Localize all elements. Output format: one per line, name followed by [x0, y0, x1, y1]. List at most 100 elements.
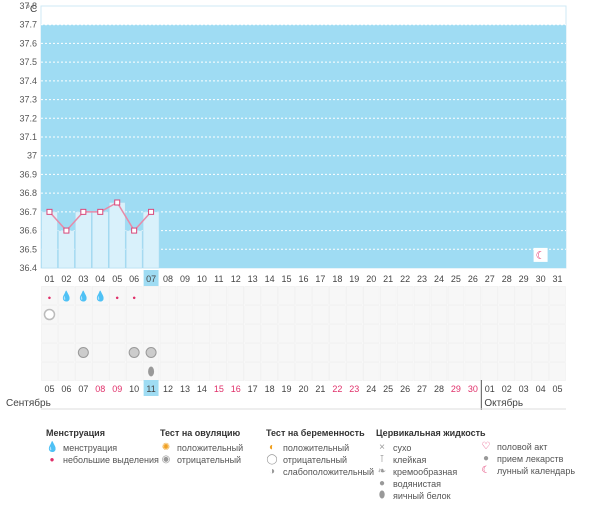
circle-negative-icon [128, 347, 140, 358]
date-label: 03 [519, 384, 529, 394]
legend-label: отрицательный [283, 455, 348, 465]
legend-fluid: Цервикальная жидкость × сухо ⊺ клейкая ❧ кр… [376, 427, 486, 502]
symptom-cell [481, 305, 499, 324]
symptom-cell [515, 324, 532, 343]
cycle-day-label: 04 [95, 274, 105, 284]
symptom-cell [295, 286, 312, 305]
legend-title: Цервикальная жидкость [376, 428, 486, 438]
symptom-cell [125, 286, 143, 305]
symptom-cell [447, 305, 465, 324]
date-label: 13 [180, 384, 190, 394]
cycle-day-label: 20 [366, 274, 376, 284]
symptom-cell [549, 286, 566, 305]
circle-negative-icon [145, 347, 157, 358]
date-label: 24 [366, 384, 376, 394]
symptom-cell [447, 362, 465, 381]
cycle-day-label: 28 [502, 274, 512, 284]
symptom-cell [413, 362, 431, 381]
temperature-bar [58, 230, 75, 269]
symptom-cell [159, 343, 177, 362]
cycle-day-label: 17 [315, 274, 325, 284]
cycle-day-label: 08 [163, 274, 173, 284]
cycle-day-label: 25 [451, 274, 461, 284]
legend-title: Тест на беременность [266, 428, 365, 438]
date-label: 04 [536, 384, 546, 394]
eggwhite-icon [148, 366, 155, 377]
symptom-cell [498, 324, 515, 343]
cycle-day-label: 10 [197, 274, 207, 284]
symptom-cell [244, 286, 261, 305]
symptom-cell [75, 324, 92, 343]
symptom-cell [142, 305, 160, 324]
date-label: 08 [95, 384, 105, 394]
symptom-cell [58, 362, 75, 381]
legend-item: ⊺ клейкая [376, 454, 486, 466]
symptom-cell [549, 343, 566, 362]
date-label: 12 [163, 384, 173, 394]
y-tick-label: 37.7 [19, 20, 37, 30]
symptom-cell [481, 343, 499, 362]
legend-label: кремообразная [393, 467, 458, 477]
symptom-cell [278, 324, 295, 343]
sun-positive-icon: ✺ [161, 442, 171, 453]
legend-label: небольшие выделения [63, 455, 159, 465]
symptom-cell [532, 362, 549, 381]
legend-ovulation: Тест на овуляцию ✺ положительный ◉ отрицат… [160, 427, 243, 466]
moon-icon: ☾ [536, 250, 546, 262]
weak-test-icon: ◑ [268, 466, 276, 477]
symptom-cell [549, 324, 566, 343]
symptom-cell [210, 286, 228, 305]
symptom-cell [413, 305, 431, 324]
symptom-cell [396, 324, 414, 343]
sticky-icon: ⊺ [379, 454, 385, 465]
legend-item: × сухо [376, 442, 486, 454]
date-label: 20 [298, 384, 308, 394]
symptom-cell [244, 362, 261, 381]
date-label: 19 [282, 384, 292, 394]
cycle-day-label: 13 [248, 274, 258, 284]
month-label: Сентябрь [6, 397, 51, 409]
negative-test-icon: ◯ [266, 454, 278, 465]
symptom-cell [430, 286, 448, 305]
y-tick-label: 37.3 [19, 95, 37, 105]
drop-large-icon: 💧 [77, 290, 89, 303]
symptom-cell [108, 286, 126, 305]
symptom-cell [58, 324, 75, 343]
symptom-cell [108, 305, 126, 324]
symptom-cell [193, 305, 211, 324]
symptom-cell [41, 362, 58, 381]
symptom-cell [75, 362, 92, 381]
drop-small-icon: ● [49, 455, 55, 464]
symptom-cell [108, 362, 126, 381]
symptom-cell [176, 286, 194, 305]
symptom-cell [363, 305, 380, 324]
y-tick-label: 37.4 [19, 76, 37, 86]
y-tick-label: 36.6 [19, 226, 37, 236]
date-label: 02 [502, 384, 512, 394]
symptom-cell [108, 343, 126, 362]
symptom-cell [41, 324, 58, 343]
symptom-cell [498, 286, 515, 305]
symptom-cell [41, 286, 58, 305]
date-label: 23 [349, 384, 359, 394]
symptom-cell [329, 324, 346, 343]
date-label: 26 [400, 384, 410, 394]
y-tick-label: 37.2 [19, 113, 37, 123]
legend-item: 💧 менструация [46, 442, 159, 454]
cycle-day-label: 21 [383, 274, 393, 284]
symptom-cell [464, 324, 482, 343]
temperature-chart-svg: °C37.8 37.7 37.6 37.5 37.4 37.3 37.2 37.1 37 36.9… [6, 1, 567, 410]
symptom-cell [312, 343, 329, 362]
y-tick-label: 36.7 [19, 207, 37, 217]
current-day-highlight [143, 270, 159, 286]
cycle-day-label: 18 [332, 274, 342, 284]
y-tick-label: 37.1 [19, 132, 37, 142]
date-label: 05 [44, 384, 54, 394]
symptom-cell [244, 343, 261, 362]
date-label: 30 [468, 384, 478, 394]
date-label: 09 [112, 384, 122, 394]
symptom-cell [92, 286, 109, 305]
symptom-cell [363, 343, 380, 362]
symptom-cell [176, 324, 194, 343]
